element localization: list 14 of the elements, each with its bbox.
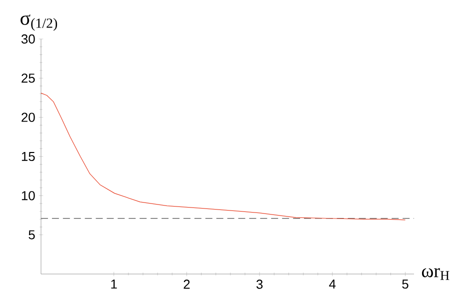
x-tick-label: 1	[111, 280, 117, 289]
y-tick-label: 15	[22, 152, 35, 162]
y-axis-title: σ$_{(1/2)}$	[20, 14, 58, 31]
y-tick-label: 20	[22, 112, 35, 122]
x-axis-title: ωr$_{H}$	[422, 268, 450, 280]
y-tick-label: 30	[21, 34, 35, 44]
y-tick-label: 25	[22, 74, 35, 83]
x-tick-label: 5	[402, 280, 408, 289]
x-tick-label: 4	[329, 280, 336, 289]
x-tick-label: 2	[184, 280, 190, 289]
x-tick-label: 3	[256, 280, 263, 289]
y-tick-label: 10	[22, 191, 35, 200]
line-series	[40, 92, 406, 220]
y-tick-label: 5	[28, 230, 35, 240]
